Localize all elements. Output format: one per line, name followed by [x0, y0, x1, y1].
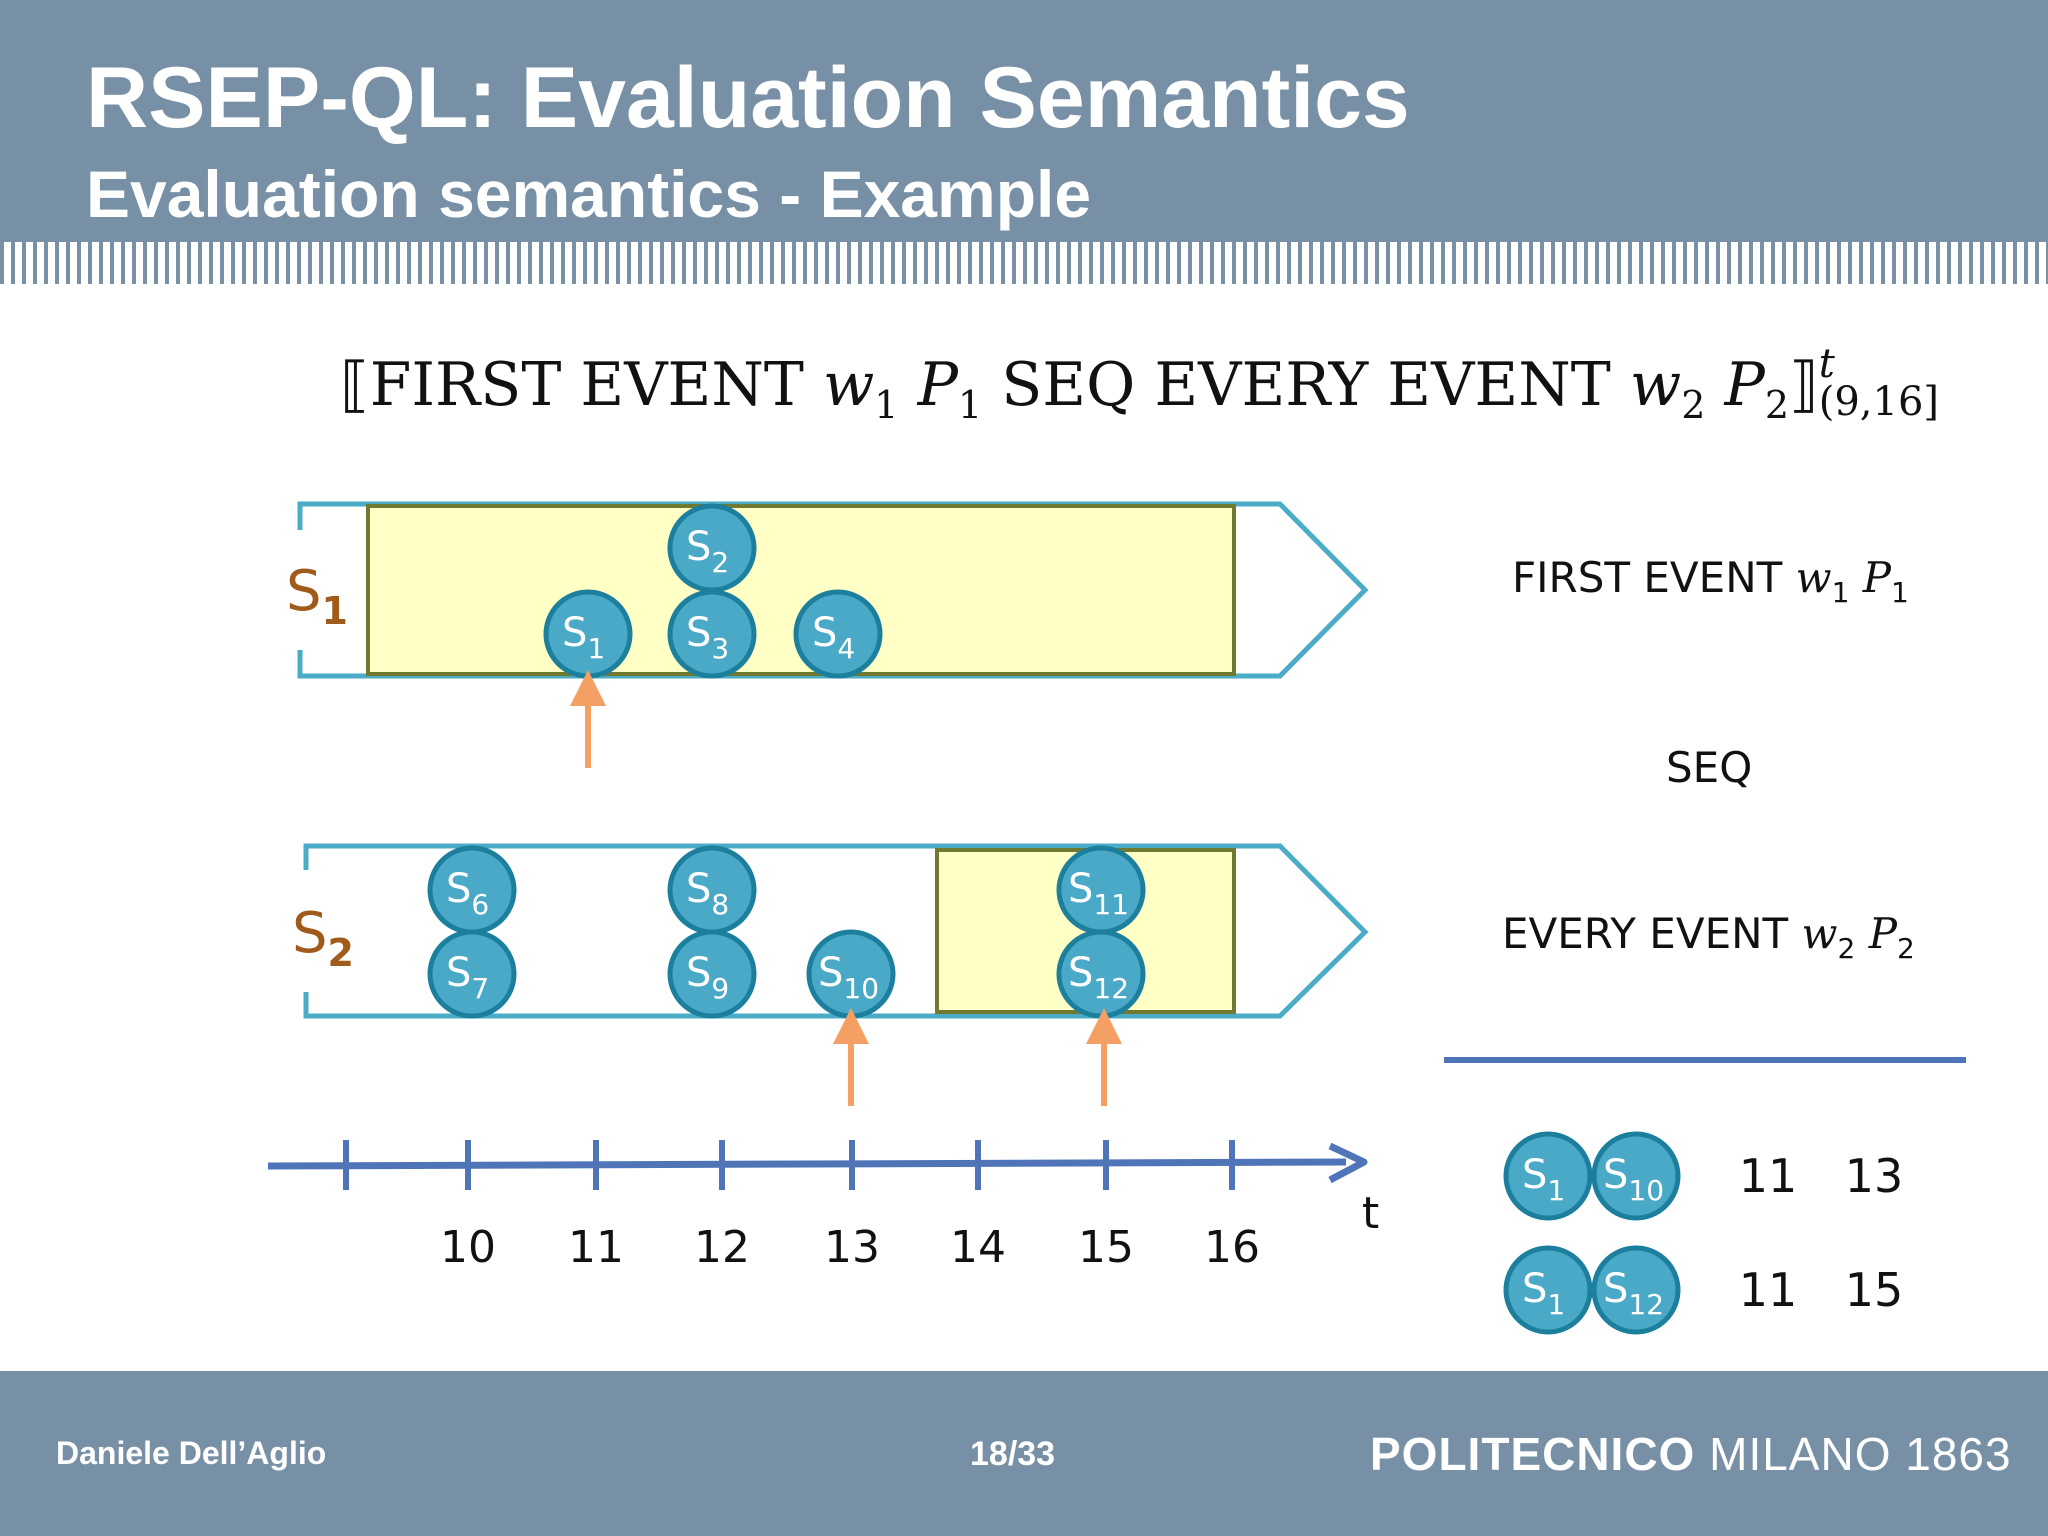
query-formula: ⟦FIRST EVENT w1 P1 SEQ EVERY EVENT w2 P2…	[340, 344, 1939, 450]
result-1-event-b-circle	[1591, 1131, 1681, 1221]
event-s6-label: S6	[446, 866, 489, 921]
axis-tick-label: 14	[950, 1222, 1006, 1273]
event-s7-circle	[427, 929, 517, 1019]
slide-title: RSEP-QL: Evaluation Semantics	[86, 50, 1410, 146]
axis-tick-label: 12	[694, 1222, 750, 1273]
event-s8-label: S8	[686, 866, 729, 921]
stream-s1-label: S1	[286, 559, 348, 633]
event-s10-label: S10	[818, 950, 879, 1005]
result-1-event-b-label: S10	[1603, 1152, 1664, 1207]
event-s11: S11	[1056, 845, 1146, 935]
formula-p1-sub: 1	[957, 383, 983, 427]
operator-labels: FIRST EVENT w1 P1 SEQ EVERY EVENT w2 P2	[1444, 553, 1966, 1063]
axis-ticks: 10 11 12 13 14 15 16	[343, 1140, 1260, 1273]
result-2-event-a-circle	[1503, 1245, 1593, 1335]
stream-s2-label: S2	[292, 901, 354, 975]
result-row: S1 S10 11 13	[1503, 1131, 1904, 1221]
formula-w1-sub: 1	[874, 383, 899, 427]
header-ruler-ticks	[0, 242, 2048, 284]
formula-w1: w	[822, 350, 875, 420]
event-s3-circle	[667, 589, 757, 679]
seq-label: SEQ	[1666, 743, 1752, 792]
result-2-event-b-label: S12	[1603, 1266, 1664, 1321]
event-s9-label: S9	[686, 950, 729, 1005]
header-ruler-line	[0, 238, 2048, 244]
result-2-event-b: S12	[1591, 1245, 1681, 1335]
axis-tick-label: 13	[824, 1222, 880, 1273]
axis-tick-label: 11	[568, 1222, 624, 1273]
timeline-axis: 10 11 12 13 14 15 16 t	[267, 1140, 1379, 1273]
footer-logo: POLITECNICO MILANO 1863	[1370, 1427, 2012, 1481]
axis-tick-label: 10	[440, 1222, 496, 1273]
formula-mid: SEQ EVERY EVENT	[982, 350, 1630, 420]
slide-footer: Daniele Dell’Aglio 18/33 POLITECNICO MIL…	[0, 1371, 2048, 1536]
result-2-event-b-circle	[1591, 1245, 1681, 1335]
result-time-start: 11	[1739, 1263, 1798, 1317]
event-s1-label: S1	[562, 610, 605, 665]
footer-logo-rest: MILANO 1863	[1695, 1428, 2012, 1480]
slide-header: RSEP-QL: Evaluation Semantics Evaluation…	[0, 0, 2048, 248]
result-time-end: 13	[1845, 1149, 1904, 1203]
event-s4-circle	[793, 589, 883, 679]
event-s3-label: S3	[686, 610, 729, 665]
event-s2-label: S2	[686, 524, 729, 579]
first-event-label: FIRST EVENT w1 P1	[1512, 553, 1909, 609]
events-layer: S1 S2 S3 S4 S6 S7 S8 S9 S10 S11 S12	[427, 503, 1146, 1019]
result-time-end: 15	[1845, 1263, 1904, 1317]
result-1-event-a-label: S1	[1522, 1152, 1565, 1207]
event-s10: S10	[806, 929, 896, 1019]
result-1-event-a-circle	[1503, 1131, 1593, 1221]
formula-p2: P	[1724, 350, 1765, 420]
event-s12-label: S12	[1068, 950, 1129, 1005]
axis-arrowhead	[1328, 1142, 1368, 1184]
event-s4-label: S4	[812, 610, 855, 665]
event-s12: S12	[1056, 929, 1146, 1019]
event-s3: S3	[667, 589, 757, 679]
event-s7-label: S7	[446, 950, 489, 1005]
results-layer: S1 S10 11 13 S1 S12 11 15	[1503, 1131, 1904, 1335]
selection-arrows	[570, 670, 1122, 1106]
stream-s2-outline	[303, 843, 1369, 1019]
slide-subtitle: Evaluation semantics - Example	[86, 157, 1092, 231]
formula-open: ⟦FIRST EVENT	[340, 350, 823, 420]
axis-line	[267, 1158, 1347, 1170]
stream-s1-outline	[297, 501, 1369, 679]
result-time-start: 11	[1739, 1149, 1798, 1203]
event-s11-label: S11	[1068, 866, 1129, 921]
formula-interval: (9,16]	[1818, 379, 1940, 425]
formula-close: ⟧	[1789, 350, 1819, 420]
axis-tick-label: 15	[1078, 1222, 1134, 1273]
axis-label: t	[1362, 1188, 1379, 1239]
formula-w2: w	[1629, 350, 1682, 420]
event-s7: S7	[427, 929, 517, 1019]
result-2-event-a: S1	[1503, 1245, 1593, 1335]
formula-p1: P	[917, 350, 958, 420]
footer-page-number: 18/33	[970, 1435, 1056, 1473]
event-s1: S1	[543, 589, 633, 679]
formula-w2-sub: 2	[1681, 383, 1706, 427]
every-event-label: EVERY EVENT w2 P2	[1502, 909, 1915, 965]
footer-author: Daniele Dell’Aglio	[56, 1435, 327, 1471]
result-1-event-a: S1	[1503, 1131, 1593, 1221]
event-s9: S9	[667, 929, 757, 1019]
result-2-event-a-label: S1	[1522, 1266, 1565, 1321]
event-s9-circle	[667, 929, 757, 1019]
formula-sup: t	[1818, 341, 1835, 387]
event-s8: S8	[667, 845, 757, 935]
result-row: S1 S12 11 15	[1503, 1245, 1904, 1335]
footer-logo-bold: POLITECNICO	[1370, 1428, 1696, 1480]
event-s2: S2	[667, 503, 757, 593]
event-s4: S4	[793, 589, 883, 679]
evaluation-diagram: S1 S2 S1 S2 S3 S4 S6 S7 S8 S9 S10 S11 S12 10 11 12 13…	[267, 501, 1966, 1335]
event-s6: S6	[427, 845, 517, 935]
axis-tick-label: 16	[1204, 1222, 1260, 1273]
result-1-event-b: S10	[1591, 1131, 1681, 1221]
formula-p2-sub: 2	[1764, 383, 1790, 427]
